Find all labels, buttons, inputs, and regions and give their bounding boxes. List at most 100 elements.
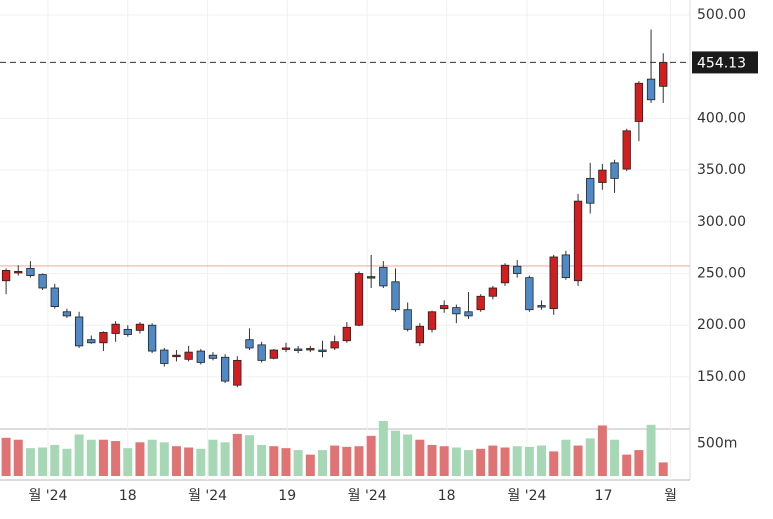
candle-body	[123, 328, 132, 335]
volume-bar	[305, 454, 315, 476]
volume-bar	[524, 446, 534, 476]
volume-bar	[281, 448, 291, 476]
volume-bar	[269, 446, 279, 476]
volume-bar	[597, 425, 607, 476]
candle-body	[208, 354, 218, 359]
candle-body	[403, 309, 412, 330]
volume-bar	[74, 434, 84, 476]
volume-bar	[25, 448, 35, 476]
volume-bar	[500, 447, 510, 476]
candle-body	[99, 332, 108, 344]
candle-body	[500, 264, 510, 284]
candle-body	[62, 311, 72, 317]
candle-body	[257, 344, 266, 361]
candle-body	[573, 200, 583, 282]
candle-body	[330, 341, 339, 349]
candle-body	[367, 276, 376, 279]
candle-body	[50, 287, 59, 308]
volume-bar	[451, 447, 461, 476]
volume-bar	[391, 430, 401, 476]
volume-bar	[1, 437, 11, 476]
volume-bar	[342, 446, 352, 476]
volume-bar	[184, 447, 194, 476]
volume-bar	[98, 439, 108, 476]
candle-body	[488, 287, 498, 297]
candle-body	[233, 359, 242, 386]
volume-bar	[622, 454, 632, 476]
volume-bar	[330, 445, 340, 476]
candle-body	[537, 305, 546, 308]
candle-body	[281, 347, 291, 350]
candle-body	[135, 323, 145, 331]
candle-body	[318, 349, 327, 352]
candle-body	[26, 267, 35, 276]
candle-body	[184, 351, 193, 360]
candle-body	[586, 177, 595, 204]
last-price-box	[692, 51, 758, 74]
volume-bar	[293, 450, 303, 476]
candle-body	[513, 265, 522, 274]
candle-body	[14, 271, 23, 274]
volume-bar	[111, 441, 121, 476]
volume-bar	[464, 450, 474, 476]
volume-bar	[512, 446, 522, 476]
candle-body	[476, 295, 485, 311]
candle-body	[549, 256, 558, 310]
volume-bar	[634, 450, 644, 476]
volume-bar	[13, 439, 23, 476]
volume-bar	[573, 445, 583, 476]
candle-body	[598, 169, 607, 183]
candle-body	[269, 349, 278, 359]
volume-bar	[561, 439, 571, 476]
candle-body	[220, 356, 230, 382]
x-tick-label: 월 '24	[188, 488, 227, 504]
y-tick-label: 300.00	[697, 214, 746, 230]
x-tick-label: 월 '24	[348, 488, 387, 504]
candle-body	[342, 326, 351, 342]
volume-bar	[208, 439, 218, 476]
last-price-label: 454.13	[697, 55, 746, 71]
y-tick-label: 350.00	[697, 162, 746, 178]
volume-bar	[50, 444, 60, 476]
candle-body	[38, 274, 47, 289]
candle-body	[646, 78, 656, 101]
volume-bar	[366, 435, 376, 476]
volume-bar	[415, 439, 425, 476]
candle-body	[427, 311, 437, 330]
volume-bar	[220, 442, 230, 476]
y-tick-label: 500.00	[697, 7, 746, 23]
candle-body	[354, 273, 364, 326]
candle-body	[464, 311, 473, 317]
volume-bar	[439, 446, 449, 476]
candle-body	[622, 130, 631, 170]
volume-bar	[62, 448, 72, 476]
volume-bar	[244, 435, 254, 476]
volume-bar	[317, 450, 327, 476]
candle-body	[111, 323, 120, 334]
x-tick-label: 월	[664, 488, 677, 504]
volume-bar	[585, 438, 595, 476]
volume-bar	[38, 447, 48, 476]
y-tick-label: 250.00	[697, 266, 746, 282]
candle-body	[634, 82, 644, 122]
volume-bar	[232, 433, 242, 476]
volume-bar	[488, 445, 498, 476]
x-tick-label: 18	[438, 488, 456, 504]
volume-bar	[537, 445, 547, 476]
candle-body	[87, 339, 96, 344]
candle-body	[74, 316, 84, 347]
volume-tick-label: 500m	[697, 436, 737, 452]
volume-bar	[135, 442, 145, 476]
x-tick-label: 월 '24	[28, 488, 67, 504]
candle-body	[610, 162, 619, 179]
volume-bar	[86, 439, 96, 476]
volume-bar	[123, 448, 133, 476]
candle-body	[293, 348, 303, 351]
x-tick-label: 19	[278, 488, 296, 504]
candle-body	[659, 62, 668, 87]
candle-body	[561, 254, 571, 279]
candle-body	[160, 349, 169, 364]
volume-bar	[196, 448, 206, 476]
volume-bar	[403, 434, 413, 476]
volume-bar	[476, 448, 486, 476]
